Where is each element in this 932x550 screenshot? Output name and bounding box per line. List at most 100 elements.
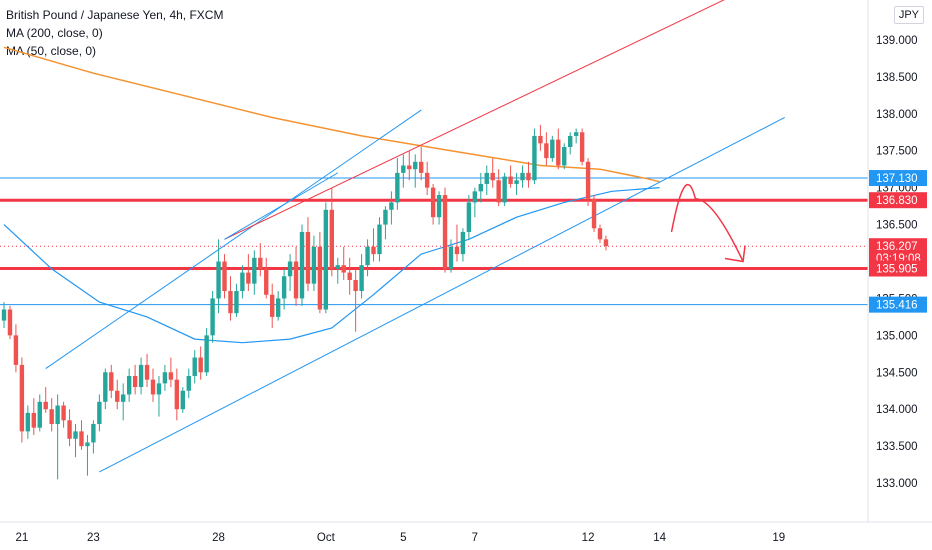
candle bbox=[424, 161, 430, 196]
candle-body bbox=[1, 309, 7, 321]
candle-body bbox=[234, 291, 239, 314]
ma200-line bbox=[3, 46, 660, 183]
price-badge: 135.416 bbox=[869, 296, 927, 313]
candle-body bbox=[67, 420, 72, 439]
candle bbox=[168, 357, 174, 388]
candle-body bbox=[299, 231, 305, 299]
candle-body bbox=[496, 180, 501, 203]
x-axis-ticks: 21 23 28 Oct 5 7 12 14 19 bbox=[15, 532, 785, 544]
candle-body bbox=[132, 375, 138, 388]
price-badges: 137.130136.830136.20703:19:08135.905135.… bbox=[869, 170, 927, 313]
currency-badge[interactable]: JPY bbox=[893, 6, 924, 24]
candle bbox=[293, 246, 299, 306]
candle bbox=[85, 435, 90, 476]
candle bbox=[55, 394, 60, 480]
candle bbox=[472, 187, 478, 218]
candle-body bbox=[49, 409, 54, 424]
candle bbox=[442, 187, 448, 273]
candle bbox=[603, 235, 609, 251]
candle bbox=[132, 364, 138, 395]
trendline-1 bbox=[45, 109, 422, 370]
candle bbox=[150, 368, 156, 402]
candle bbox=[371, 228, 376, 262]
candle-body bbox=[91, 423, 96, 443]
candle bbox=[365, 239, 370, 277]
candle-body bbox=[79, 431, 84, 447]
candle bbox=[520, 165, 525, 188]
candle bbox=[526, 161, 531, 188]
candle-body bbox=[293, 261, 299, 299]
candle-body bbox=[490, 172, 495, 181]
candle bbox=[591, 195, 597, 232]
candle bbox=[597, 224, 603, 244]
candle-body bbox=[287, 261, 293, 277]
candle bbox=[305, 217, 311, 292]
candle-body bbox=[478, 183, 483, 192]
y-tick-label: 138.000 bbox=[876, 109, 918, 121]
candle-body bbox=[258, 257, 263, 269]
candle bbox=[579, 128, 585, 166]
candle bbox=[115, 379, 120, 410]
y-tick-label: 134.500 bbox=[876, 367, 918, 379]
candle-body bbox=[174, 379, 180, 410]
candle-body bbox=[573, 132, 579, 136]
candle-body bbox=[55, 405, 60, 424]
candle bbox=[192, 350, 197, 384]
x-tick-label: 21 bbox=[15, 532, 28, 544]
candle bbox=[73, 423, 78, 458]
x-tick-label: 19 bbox=[772, 532, 785, 544]
candle-body bbox=[472, 191, 478, 203]
candle bbox=[222, 254, 227, 299]
candle-body bbox=[377, 224, 382, 255]
candle bbox=[478, 172, 483, 203]
candle-body bbox=[424, 172, 430, 188]
x-tick-label: 28 bbox=[212, 532, 225, 544]
candle bbox=[430, 183, 436, 225]
candle bbox=[79, 420, 84, 450]
candle-body bbox=[186, 375, 191, 391]
candle bbox=[383, 206, 388, 240]
candle bbox=[448, 239, 454, 273]
candle bbox=[419, 147, 424, 181]
candle-body bbox=[192, 357, 197, 376]
candle-body bbox=[228, 291, 233, 314]
candle-body bbox=[168, 372, 174, 380]
candle-body bbox=[532, 135, 537, 181]
ma200-legend[interactable]: MA (200, close, 0) bbox=[6, 26, 103, 40]
candle-body bbox=[329, 209, 334, 269]
candle-body bbox=[109, 372, 114, 391]
candle-body bbox=[144, 364, 150, 380]
candle bbox=[67, 409, 72, 447]
candle-body bbox=[514, 180, 519, 184]
candle-body bbox=[520, 172, 525, 181]
candle-body bbox=[317, 246, 323, 310]
x-tick-label: Oct bbox=[317, 532, 336, 544]
candle-body bbox=[103, 372, 108, 402]
price-badge-text: 135.416 bbox=[876, 300, 918, 312]
candles bbox=[1, 124, 609, 480]
candle-body bbox=[61, 405, 66, 421]
candle-body bbox=[126, 375, 132, 395]
candle bbox=[502, 172, 507, 207]
candle-body bbox=[275, 298, 281, 317]
candle-body bbox=[395, 172, 400, 203]
candle-body bbox=[419, 161, 424, 173]
y-tick-label: 136.500 bbox=[876, 220, 918, 232]
candle-body bbox=[544, 143, 549, 159]
candle bbox=[43, 387, 48, 413]
candle-body bbox=[389, 202, 394, 210]
candle bbox=[109, 364, 114, 399]
candle bbox=[252, 250, 257, 295]
projection-arrow-head bbox=[724, 245, 746, 263]
candle bbox=[556, 128, 561, 170]
candle bbox=[13, 324, 19, 373]
candle-body bbox=[246, 272, 251, 284]
candle-body bbox=[121, 394, 126, 402]
candle bbox=[31, 398, 36, 436]
candle bbox=[204, 327, 209, 376]
candle-body bbox=[454, 246, 460, 255]
candle-body bbox=[97, 401, 102, 424]
y-tick-label: 135.000 bbox=[876, 330, 918, 342]
candle bbox=[407, 150, 412, 181]
